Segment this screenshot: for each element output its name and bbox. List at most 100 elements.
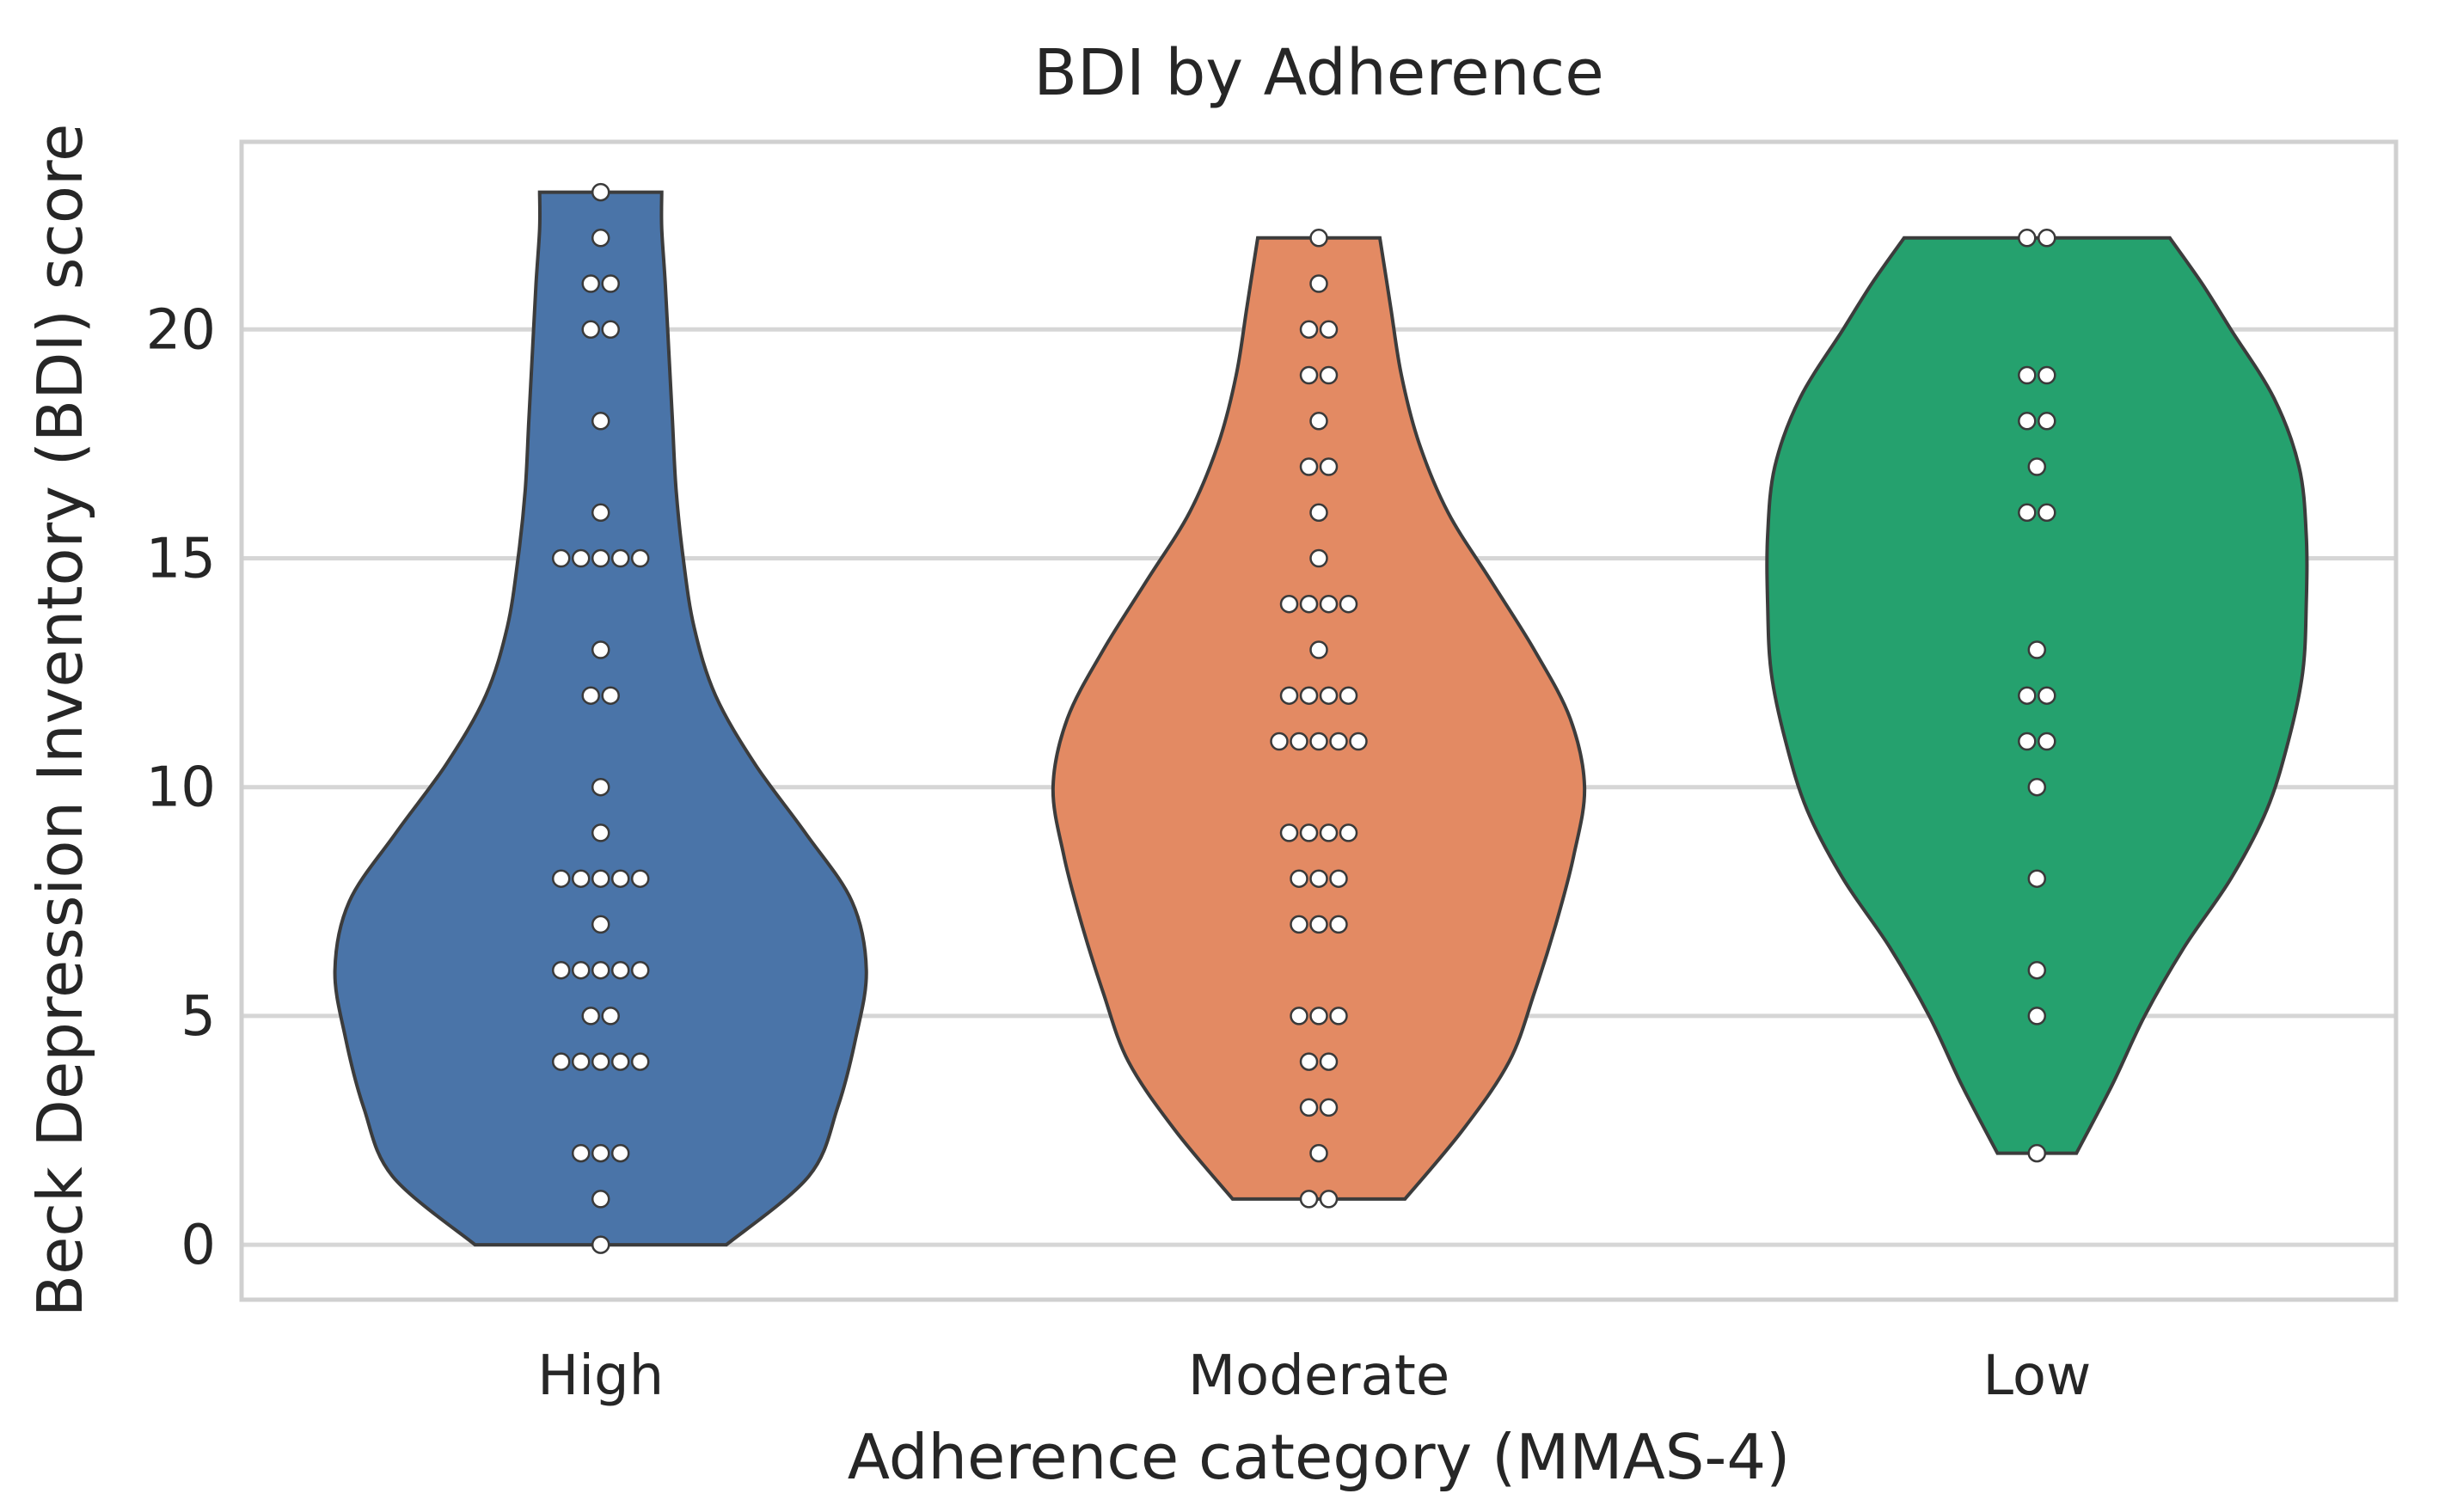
data-point-low	[2038, 503, 2056, 523]
data-point-high	[551, 548, 571, 568]
data-point-moderate	[1319, 365, 1339, 385]
data-point-moderate	[1319, 823, 1339, 842]
data-point-moderate	[1319, 1052, 1339, 1071]
data-point-moderate	[1309, 1007, 1328, 1025]
data-point-high	[591, 548, 610, 568]
data-point-low	[2018, 229, 2037, 248]
data-point-high	[591, 869, 610, 888]
data-point-moderate	[1279, 686, 1299, 705]
data-point-moderate	[1309, 548, 1328, 568]
data-point-moderate	[1309, 412, 1328, 431]
data-point-moderate	[1279, 594, 1299, 614]
data-point-high	[630, 869, 650, 888]
data-point-moderate	[1349, 732, 1368, 751]
data-point-high	[601, 686, 620, 705]
data-point-moderate	[1290, 732, 1308, 751]
data-point-high	[601, 320, 620, 340]
data-point-low	[2027, 1143, 2047, 1163]
data-point-high	[591, 777, 610, 797]
data-point-high	[591, 412, 610, 431]
data-point-moderate	[1299, 594, 1319, 614]
data-point-high	[591, 915, 610, 934]
data-point-high	[591, 229, 610, 248]
data-point-moderate	[1309, 274, 1328, 293]
data-point-moderate	[1309, 732, 1328, 751]
data-point-moderate	[1309, 915, 1328, 934]
data-point-moderate	[1309, 229, 1328, 248]
data-point-high	[591, 1052, 610, 1071]
data-point-high	[610, 1052, 630, 1071]
data-point-moderate	[1290, 1007, 1308, 1025]
data-point-moderate	[1299, 823, 1319, 842]
data-point-high	[591, 960, 610, 980]
data-point-high	[591, 640, 610, 659]
data-point-high	[591, 503, 610, 523]
data-point-moderate	[1319, 686, 1339, 705]
data-point-high	[571, 548, 591, 568]
violin-low	[1765, 236, 2309, 1155]
data-point-low	[2027, 457, 2047, 476]
data-point-high	[571, 1143, 591, 1163]
data-point-high	[571, 1052, 591, 1071]
data-point-high	[591, 1143, 610, 1163]
data-point-low	[2027, 777, 2047, 797]
violin-moderate	[1051, 236, 1587, 1201]
data-point-moderate	[1299, 1052, 1319, 1071]
data-point-moderate	[1299, 686, 1319, 705]
data-point-high	[591, 823, 610, 842]
data-point-high	[630, 960, 650, 980]
data-point-high	[571, 960, 591, 980]
data-point-high	[630, 548, 650, 568]
data-point-moderate	[1339, 594, 1358, 614]
data-point-moderate	[1329, 732, 1348, 751]
data-point-low	[2038, 732, 2056, 751]
data-point-moderate	[1309, 503, 1328, 523]
plot-frame	[239, 139, 2399, 1302]
data-point-high	[610, 548, 630, 568]
data-point-moderate	[1279, 823, 1299, 842]
data-point-moderate	[1309, 1143, 1328, 1163]
data-point-moderate	[1319, 320, 1339, 340]
tick-layer: 0 5 10 15 20 High Moderate Low	[146, 298, 2092, 1408]
data-point-moderate	[1329, 869, 1348, 888]
y-tick-label-0: 0	[181, 1214, 216, 1277]
data-point-low	[2018, 503, 2037, 523]
x-tick-label-moderate: Moderate	[1188, 1344, 1449, 1408]
data-point-high	[610, 960, 630, 980]
data-point-high	[551, 960, 571, 980]
y-tick-label-15: 15	[146, 527, 216, 591]
data-point-low	[2018, 686, 2037, 705]
data-point-high	[601, 274, 620, 293]
data-point-low	[2038, 229, 2056, 248]
x-tick-label-high: High	[537, 1344, 664, 1408]
data-point-low	[2027, 960, 2047, 980]
data-point-moderate	[1329, 915, 1348, 934]
data-point-moderate	[1299, 457, 1319, 476]
data-point-high	[591, 182, 610, 202]
x-axis-label: Adherence category (MMAS-4)	[848, 1421, 1791, 1493]
data-point-low	[2038, 412, 2056, 431]
data-point-moderate	[1339, 686, 1358, 705]
data-point-moderate	[1309, 640, 1328, 659]
data-point-high	[551, 1052, 571, 1071]
violin-layer	[333, 190, 2309, 1247]
data-point-high	[610, 869, 630, 888]
data-point-low	[2027, 640, 2047, 659]
data-point-high	[571, 869, 591, 888]
y-tick-label-20: 20	[146, 298, 216, 362]
data-point-moderate	[1319, 457, 1339, 476]
data-point-high	[581, 320, 600, 340]
point-layer	[551, 182, 2056, 1254]
data-point-moderate	[1299, 320, 1319, 340]
x-tick-label-low: Low	[1982, 1344, 2091, 1408]
data-point-high	[581, 1007, 600, 1025]
data-point-moderate	[1319, 594, 1339, 614]
data-point-moderate	[1270, 732, 1289, 751]
data-point-moderate	[1290, 915, 1308, 934]
data-point-moderate	[1339, 823, 1358, 842]
data-point-low	[2027, 869, 2047, 888]
data-point-moderate	[1319, 1190, 1339, 1209]
data-point-moderate	[1309, 869, 1328, 888]
